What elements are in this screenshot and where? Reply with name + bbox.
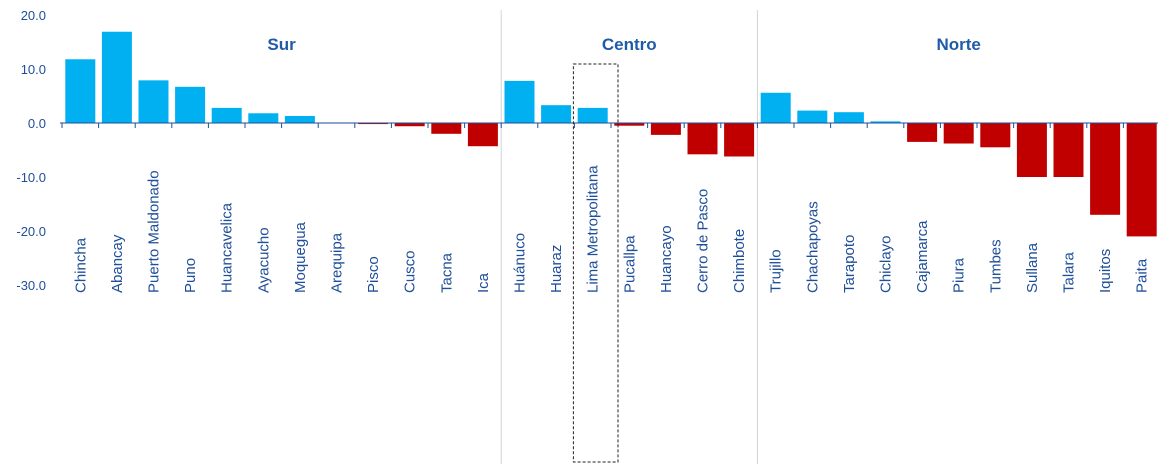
x-category-label: Tacna (438, 252, 455, 293)
x-category-label: Iquitos (1097, 249, 1114, 293)
highlight-box (572, 63, 619, 463)
bar-cusco (394, 123, 425, 127)
bar-chachapoyas (797, 110, 828, 123)
bar-cerro-de-pasco (687, 123, 718, 155)
x-category-label: Pisco (365, 256, 382, 293)
x-category-label: Tarapoto (841, 235, 858, 293)
y-tick-label: -20.0 (16, 224, 46, 239)
bar-iquitos (1090, 123, 1121, 215)
x-category-label: Paita (1134, 258, 1151, 293)
bar-pucallpa (614, 123, 645, 126)
bar-paita (1126, 123, 1157, 237)
x-category-label: Talara (1061, 251, 1078, 293)
x-category-label: Cusco (402, 250, 419, 293)
x-category-label: Cerro de Pasco (695, 189, 712, 293)
x-category-label: Ayacucho (255, 227, 272, 293)
x-category-label: Huaraz (548, 245, 565, 293)
y-tick-label: -30.0 (16, 278, 46, 293)
x-category-label: Huánuco (512, 233, 529, 293)
x-category-label: Chincha (72, 237, 89, 293)
region-label-centro: Centro (602, 35, 657, 54)
bar-pisco (358, 123, 389, 125)
x-category-label: Pucallpa (621, 235, 638, 293)
bar-tacna (431, 123, 462, 134)
bar-talara (1053, 123, 1084, 177)
bar-sullana (1016, 123, 1047, 177)
bar-huaraz (541, 105, 572, 123)
region-label-norte: Norte (936, 35, 980, 54)
x-category-label: Chimbote (731, 229, 748, 293)
bar-lima-metropolitana (577, 107, 608, 123)
x-category-label: Piura (951, 257, 968, 293)
x-category-label: Cajamarca (914, 220, 931, 293)
y-tick-label: 20.0 (21, 8, 46, 23)
region-label-sur: Sur (267, 35, 296, 54)
bar-chiclayo (870, 121, 901, 123)
bar-tarapoto (833, 112, 864, 123)
x-category-label: Lima Metropolitana (585, 165, 602, 293)
bar-chincha (65, 59, 96, 123)
bar-ica (467, 123, 498, 147)
bar-puerto-maldonado (138, 80, 169, 123)
x-category-label: Trujillo (768, 249, 785, 293)
x-category-label: Puerto Maldonado (146, 170, 163, 293)
x-category-label: Chachapoyas (804, 201, 821, 293)
x-category-label: Moquegua (292, 221, 309, 293)
bar-cajamarca (907, 123, 938, 142)
x-category-label: Ica (475, 272, 492, 293)
x-category-label: Abancay (109, 234, 126, 293)
x-category-label: Puno (182, 258, 199, 293)
y-tick-label: 0.0 (28, 116, 46, 131)
x-category-label: Sullana (1024, 242, 1041, 293)
bar-piura (943, 123, 974, 144)
bar-trujillo (760, 92, 791, 123)
bar-huancavelica (211, 107, 242, 123)
bar-tumbes (980, 123, 1011, 148)
x-category-label: Tumbes (987, 239, 1004, 293)
x-category-label: Huancayo (658, 225, 675, 293)
bar-huancayo (650, 123, 681, 135)
bar-moquegua (284, 115, 315, 123)
bar-chimbote (724, 123, 755, 157)
bar-puno (175, 86, 206, 123)
bar-ayacucho (248, 113, 279, 123)
x-category-label: Arequipa (329, 232, 346, 293)
y-tick-label: -10.0 (16, 170, 46, 185)
x-category-label: Huancavelica (219, 202, 236, 293)
bar-huánuco (504, 80, 535, 123)
bar-abancay (101, 31, 132, 124)
x-category-label: Chiclayo (878, 235, 895, 293)
y-tick-label: 10.0 (21, 62, 46, 77)
